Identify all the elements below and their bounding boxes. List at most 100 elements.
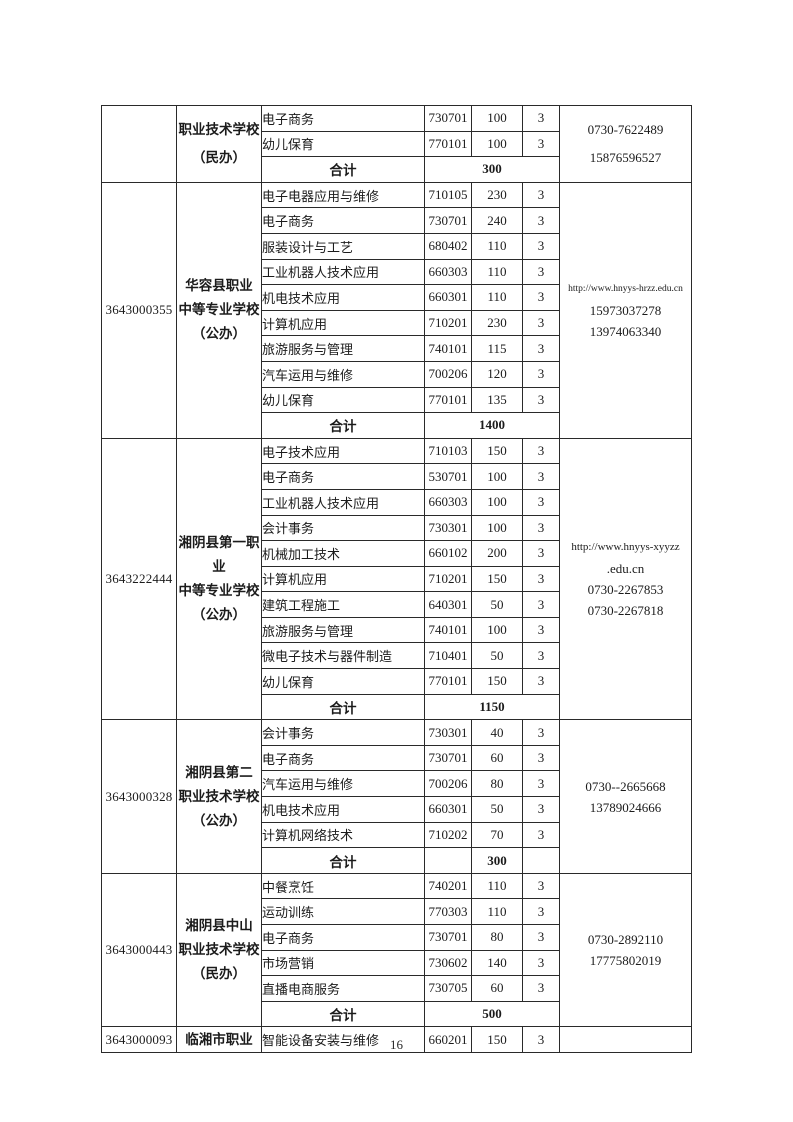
major-row: 幼儿保育 770101 150 3 xyxy=(102,668,692,695)
major-name-cell: 工业机器人技术应用 xyxy=(261,258,425,286)
major-name-cell: 微电子技术与器件制造 xyxy=(261,642,425,670)
major-row: 计算机应用 710201 230 3 xyxy=(102,309,692,337)
total-value-cell: 300 xyxy=(424,156,560,183)
enroll-count-cell: 110 xyxy=(471,232,523,260)
major-row: 3643000093 临湘市职业 智能设备安装与维修 660201 150 3 xyxy=(101,1026,692,1053)
school-name-line: 湘阴县第二 xyxy=(185,764,253,780)
major-name-cell: 电子商务 xyxy=(261,207,425,234)
contact-cell: 0730--2665668 13789024666 xyxy=(559,719,692,874)
study-years-cell: 3 xyxy=(522,488,560,516)
enroll-count-cell: 140 xyxy=(471,949,523,977)
contact-line: .edu.cn xyxy=(606,560,645,576)
study-years-cell: 3 xyxy=(522,719,560,746)
empty-years-cell xyxy=(522,847,560,874)
major-code-cell: 710202 xyxy=(424,821,472,849)
major-name-cell: 机械加工技术 xyxy=(261,540,425,567)
major-name-cell: 幼儿保育 xyxy=(261,386,425,414)
study-years-cell: 3 xyxy=(522,668,560,695)
major-name-cell: 直播电商服务 xyxy=(261,975,425,1002)
study-years-cell: 3 xyxy=(522,437,560,465)
school-name-cell: 湘阴县中山 职业技术学校 （民办） xyxy=(176,872,262,1028)
study-years-cell: 3 xyxy=(522,821,560,849)
enroll-count-cell: 110 xyxy=(471,898,523,925)
contact-cell: http://www.hnyys-xyyzz .edu.cn 0730-226785… xyxy=(559,437,692,721)
contact-line: 0730-2267853 xyxy=(587,581,664,597)
school-name-line: 中等专业学校 xyxy=(178,302,260,318)
enroll-count-cell: 60 xyxy=(471,744,523,772)
contact-line: 0730-2892110 xyxy=(587,932,664,948)
major-code-cell: 740101 xyxy=(424,335,472,362)
school-code-cell xyxy=(101,105,177,183)
study-years-cell: 3 xyxy=(522,309,560,337)
contact-line: 0730-7622489 xyxy=(587,121,664,137)
study-years-cell: 3 xyxy=(522,949,560,977)
major-row: 计算机网络技术 710202 70 3 xyxy=(102,821,692,849)
enroll-count-cell: 150 xyxy=(471,565,523,593)
major-code-cell: 710105 xyxy=(424,181,472,209)
major-row: 建筑工程施工 640301 50 3 xyxy=(102,591,692,618)
enroll-count-cell: 100 xyxy=(471,463,523,490)
enroll-count-cell: 150 xyxy=(471,1026,523,1053)
school-code-cell: 3643000328 xyxy=(101,719,177,874)
enroll-count-cell: 100 xyxy=(471,488,523,516)
total-row: 合计 500 xyxy=(102,1000,692,1028)
enroll-count-cell: 40 xyxy=(471,719,523,746)
contact-line: 0730-2267818 xyxy=(587,602,664,618)
major-code-cell: 660303 xyxy=(424,488,472,516)
enroll-count-cell: 100 xyxy=(471,514,523,542)
major-code-cell: 660102 xyxy=(424,540,472,567)
major-row: 职业技术学校 （民办） 电子商务 730701 100 3 0730-7622489 1587… xyxy=(101,105,692,183)
empty-code-cell xyxy=(424,847,472,874)
total-label-cell: 合计 xyxy=(261,693,425,721)
contact-line: http://www.hnyys-xyyzz xyxy=(571,540,680,553)
enroll-count-cell: 230 xyxy=(471,309,523,337)
school-name-cell: 华容县职业 中等专业学校 （公办） xyxy=(176,181,262,439)
total-label-cell: 合计 xyxy=(261,847,425,874)
study-years-cell: 3 xyxy=(522,591,560,618)
school-code-cell: 3643000093 xyxy=(101,1026,177,1053)
enroll-count-cell: 115 xyxy=(471,335,523,362)
school-code-cell: 3643000443 xyxy=(101,872,177,1028)
total-row: 合计 300 xyxy=(102,847,692,874)
enroll-count-cell: 50 xyxy=(471,642,523,670)
contact-line: 0730--2665668 xyxy=(585,778,666,794)
study-years-cell: 3 xyxy=(522,616,560,644)
major-code-cell: 730701 xyxy=(424,207,472,234)
total-value-cell: 300 xyxy=(471,847,523,874)
school-name-line: （民办） xyxy=(192,149,246,165)
contact-line: 13974063340 xyxy=(589,323,662,339)
total-label-cell: 合计 xyxy=(261,156,425,183)
major-code-cell: 530701 xyxy=(424,463,472,490)
major-row: 幼儿保育 770101 135 3 xyxy=(102,386,692,414)
major-row: 电子商务 530701 100 3 xyxy=(102,463,692,490)
major-name-cell: 旅游服务与管理 xyxy=(261,335,425,362)
enroll-count-cell: 60 xyxy=(471,975,523,1002)
school-name-cell: 湘阴县第二 职业技术学校 （公办） xyxy=(176,719,262,874)
major-code-cell: 730701 xyxy=(424,744,472,772)
school-name-line: 职业技术学校 xyxy=(178,788,260,804)
major-code-cell: 640301 xyxy=(424,591,472,618)
major-row: 3643222444 湘阴县第一职业 中等专业学校 （公办） 电子技术应用 710103 1… xyxy=(101,437,692,721)
contact-cell: http://www.hnyys-hrzz.edu.cn 15973037278 1… xyxy=(559,181,692,439)
major-row: 电子商务 730701 240 3 xyxy=(102,207,692,234)
school-name-cell: 临湘市职业 xyxy=(176,1026,262,1053)
enroll-count-cell: 110 xyxy=(471,284,523,311)
major-code-cell: 700206 xyxy=(424,770,472,798)
major-row: 市场营销 730602 140 3 xyxy=(102,949,692,977)
major-name-cell: 机电技术应用 xyxy=(261,284,425,311)
major-name-cell: 电子商务 xyxy=(261,924,425,951)
school-name-line: 湘阴县第一职业 xyxy=(178,534,260,574)
major-row: 3643000355 华容县职业 中等专业学校 （公办） 电子电器应用与维修 710105… xyxy=(101,181,692,439)
total-value-cell: 500 xyxy=(424,1000,560,1028)
contact-line: 15876596527 xyxy=(589,149,662,165)
major-name-cell: 中餐烹饪 xyxy=(261,872,425,900)
major-row: 工业机器人技术应用 660303 110 3 xyxy=(102,258,692,286)
major-code-cell: 710103 xyxy=(424,437,472,465)
major-code-cell: 770303 xyxy=(424,898,472,925)
school-name-line: （民办） xyxy=(192,966,246,982)
total-label-cell: 合计 xyxy=(261,412,425,439)
study-years-cell: 3 xyxy=(522,258,560,286)
major-name-cell: 汽车运用与维修 xyxy=(261,360,425,388)
contact-cell: 0730-2892110 17775802019 xyxy=(559,872,692,1028)
major-code-cell: 710201 xyxy=(424,565,472,593)
